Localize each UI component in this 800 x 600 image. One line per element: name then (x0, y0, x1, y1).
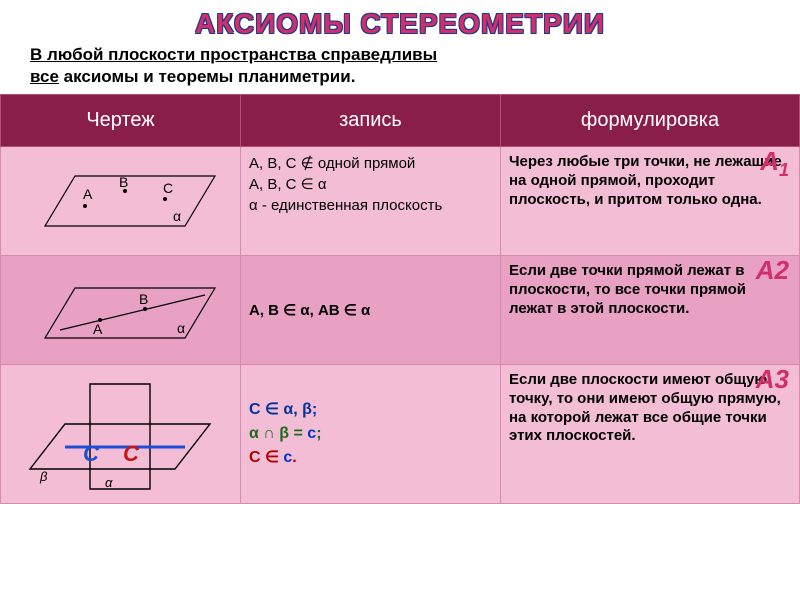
subtitle-line1: В любой плоскости пространства справедли… (30, 45, 437, 64)
diagram-a1: А В С α (5, 151, 235, 251)
text-cell-a3: А3 Если две плоскости имеют общую точку,… (501, 365, 800, 504)
axiom-text-a3: Если две плоскости имеют общую точку, то… (509, 371, 791, 446)
axiom-label-a2: А2 (756, 254, 789, 287)
subtitle-line2-rest: аксиомы и теоремы планиметрии. (59, 67, 356, 86)
axiom-label-a1: А1 (760, 145, 789, 182)
svg-text:β: β (39, 469, 48, 484)
diagram-a3: С С β α (5, 369, 235, 499)
svg-text:А: А (93, 321, 103, 337)
svg-text:α: α (173, 208, 181, 224)
subtitle: В любой плоскости пространства справедли… (0, 44, 800, 94)
formula-cell-a3: С ∈ α, β;α ∩ β = с;С ∈ с. (241, 365, 501, 504)
table-row: С С β α С ∈ α, β;α ∩ β = с;С ∈ с. А3 Есл… (1, 365, 800, 504)
svg-text:В: В (119, 174, 128, 190)
formula-cell-a1: А, В, С ∉ одной прямойА, В, С ∈ αα - еди… (241, 147, 501, 256)
header-diagram: Чертеж (1, 95, 241, 147)
table-row: А В С α А, В, С ∉ одной прямойА, В, С ∈ … (1, 147, 800, 256)
text-cell-a1: А1 Через любые три точки, не лежащие на … (501, 147, 800, 256)
text-cell-a2: А2 Если две точки прямой лежат в плоскос… (501, 256, 800, 365)
svg-text:С: С (163, 180, 173, 196)
title-text: АКСИОМЫ СТЕРЕОМЕТРИИ (195, 8, 605, 39)
diagram-cell-a2: А В α (1, 256, 241, 365)
formula-a3: С ∈ α, β;α ∩ β = с;С ∈ с. (249, 398, 492, 470)
svg-text:α: α (177, 320, 185, 336)
axiom-text-a2: Если две точки прямой лежат в плоскости,… (509, 262, 791, 318)
svg-text:А: А (83, 186, 93, 202)
table-row: А В α А, В ∈ α, АВ ∈ α А2 Если две точки… (1, 256, 800, 365)
diagram-cell-a3: С С β α (1, 365, 241, 504)
header-text: формулировка (501, 95, 800, 147)
header-formula: запись (241, 95, 501, 147)
svg-text:В: В (139, 291, 148, 307)
formula-a2: А, В ∈ α, АВ ∈ α (249, 300, 492, 321)
table-header-row: Чертеж запись формулировка (1, 95, 800, 147)
axiom-label-a3: А3 (756, 363, 789, 396)
page-title: АКСИОМЫ СТЕРЕОМЕТРИИ (0, 0, 800, 44)
diagram-cell-a1: А В С α (1, 147, 241, 256)
axioms-table: Чертеж запись формулировка А В С α А (0, 94, 800, 504)
svg-text:С: С (123, 441, 140, 466)
diagram-a2: А В α (5, 260, 235, 360)
formula-a1: А, В, С ∉ одной прямойА, В, С ∈ αα - еди… (249, 153, 492, 216)
subtitle-line2-u: все (30, 67, 59, 86)
svg-text:С: С (83, 441, 100, 466)
formula-cell-a2: А, В ∈ α, АВ ∈ α (241, 256, 501, 365)
svg-text:α: α (105, 475, 113, 490)
axiom-text-a1: Через любые три точки, не лежащие на одн… (509, 153, 791, 209)
